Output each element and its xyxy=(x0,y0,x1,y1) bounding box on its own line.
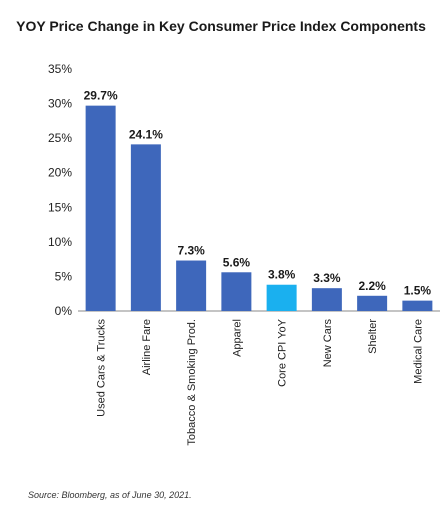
bar xyxy=(221,272,252,311)
y-axis: 0% 5% 10% 15% 20% 25% 30% 35% xyxy=(48,62,72,318)
data-label: 7.3% xyxy=(177,244,205,258)
x-tick-label: Tobacco & Smoking Prod. xyxy=(186,319,198,446)
bars xyxy=(85,105,433,311)
x-tick-label: Airline Fare xyxy=(141,319,153,375)
bar xyxy=(176,260,207,311)
bar xyxy=(85,105,116,311)
bar xyxy=(266,284,297,311)
x-tick-label: Used Cars & Trucks xyxy=(96,319,108,417)
x-tick-label: New Cars xyxy=(322,319,334,368)
y-tick-label: 25% xyxy=(48,131,72,145)
data-label: 1.5% xyxy=(404,284,432,298)
x-tick-label: Core CPI YoY xyxy=(277,318,289,387)
bar xyxy=(130,144,161,311)
data-label: 2.2% xyxy=(358,279,386,293)
data-label: 3.3% xyxy=(313,271,341,285)
chart-title: YOY Price Change in Key Consumer Price I… xyxy=(16,18,426,34)
x-tick-label: Apparel xyxy=(231,319,243,357)
data-label: 24.1% xyxy=(129,127,163,141)
bar xyxy=(402,300,433,311)
y-tick-label: 20% xyxy=(48,166,72,180)
data-label: 3.8% xyxy=(268,268,296,282)
data-labels: 29.7% 24.1% 7.3% 5.6% 3.8% 3.3% 2.2% 1.5% xyxy=(84,89,432,298)
y-tick-label: 30% xyxy=(48,97,72,111)
x-axis: Used Cars & Trucks Airline Fare Tobacco & … xyxy=(96,318,425,445)
y-tick-label: 0% xyxy=(55,304,73,318)
y-tick-label: 35% xyxy=(48,62,72,76)
source-note: Source: Bloomberg, as of June 30, 2021. xyxy=(28,490,192,500)
x-tick-label: Shelter xyxy=(367,319,379,354)
y-tick-label: 5% xyxy=(55,269,73,283)
data-label: 29.7% xyxy=(84,89,118,103)
bar xyxy=(357,295,388,311)
x-tick-label: Medical Care xyxy=(412,319,424,384)
bar xyxy=(311,288,342,311)
y-tick-label: 15% xyxy=(48,200,72,214)
y-tick-label: 10% xyxy=(48,235,72,249)
data-label: 5.6% xyxy=(223,255,251,269)
